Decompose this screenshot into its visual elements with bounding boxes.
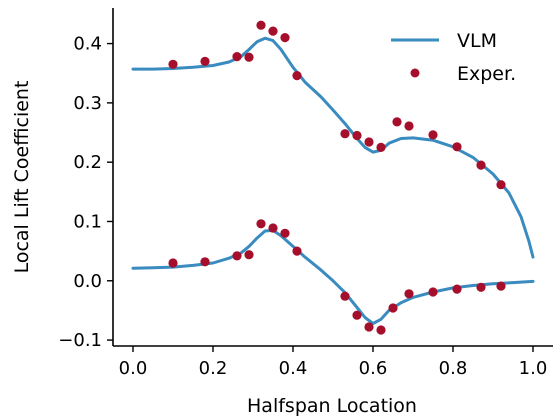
exper-point-31 xyxy=(388,303,398,313)
exper-point-6 xyxy=(268,26,278,36)
y-tick-label: 0.1 xyxy=(73,211,102,232)
exper-point-21 xyxy=(232,251,242,261)
exper-point-9 xyxy=(340,129,350,139)
exper-point-12 xyxy=(376,142,386,152)
y-tick-label: 0.2 xyxy=(73,152,102,173)
x-tick-label: 0.0 xyxy=(119,358,148,379)
y-tick-label: 0.4 xyxy=(73,34,102,55)
exper-point-20 xyxy=(200,257,210,267)
exper-point-29 xyxy=(364,322,374,332)
exper-point-19 xyxy=(168,258,178,268)
exper-point-32 xyxy=(404,289,414,299)
exper-point-16 xyxy=(452,142,462,152)
exper-point-26 xyxy=(292,246,302,256)
vlm-curve-2 xyxy=(131,228,535,325)
legend-point-swatch xyxy=(410,68,420,78)
exper-point-3 xyxy=(232,52,242,62)
y-ticks: −0.1 0.0 0.1 0.2 0.3 0.4 xyxy=(58,34,113,351)
exper-point-33 xyxy=(428,287,438,297)
exper-point-10 xyxy=(352,130,362,141)
exper-point-28 xyxy=(352,310,362,320)
plot-area xyxy=(131,20,535,335)
exper-point-14 xyxy=(404,121,414,131)
exper-point-36 xyxy=(496,281,506,291)
exper-point-7 xyxy=(280,33,290,43)
exper-point-2 xyxy=(200,56,210,66)
x-tick-label: 0.8 xyxy=(439,358,468,379)
exper-point-23 xyxy=(256,219,266,229)
exper-point-22 xyxy=(244,250,254,260)
x-ticks: 0.0 0.2 0.4 0.6 0.8 1.0 xyxy=(119,346,548,379)
x-axis-label: Halfspan Location xyxy=(247,395,417,417)
exper-point-30 xyxy=(376,325,386,335)
x-tick-label: 0.2 xyxy=(199,358,228,379)
vlm-curve-1 xyxy=(131,36,535,259)
exper-point-35 xyxy=(476,282,486,292)
x-tick-label: 1.0 xyxy=(519,358,548,379)
exper-point-18 xyxy=(496,180,506,190)
exper-point-24 xyxy=(268,223,278,233)
exper-point-4 xyxy=(244,52,254,62)
exper-point-8 xyxy=(292,71,302,81)
exper-point-27 xyxy=(340,291,350,301)
legend: VLM Exper. xyxy=(391,30,516,85)
exper-point-1 xyxy=(168,59,178,69)
y-tick-label: 0.0 xyxy=(73,271,102,292)
exper-point-17 xyxy=(476,160,486,170)
legend-label-exper: Exper. xyxy=(457,63,516,85)
x-tick-label: 0.6 xyxy=(359,358,388,379)
y-tick-label: 0.3 xyxy=(73,93,102,114)
exper-point-25 xyxy=(280,228,290,238)
axes: 0.0 0.2 0.4 0.6 0.8 1.0 −0.1 0.0 0.1 0.2 0.3 0.4 xyxy=(58,8,553,379)
legend-label-vlm: VLM xyxy=(457,30,497,52)
exper-point-15 xyxy=(428,130,438,140)
exper-point-11 xyxy=(364,137,374,147)
exper-point-5 xyxy=(256,20,266,30)
exper-point-13 xyxy=(392,117,402,127)
x-tick-label: 0.4 xyxy=(279,358,308,379)
y-axis-label: Local Lift Coefficient xyxy=(11,81,33,274)
y-tick-label: −0.1 xyxy=(58,330,102,351)
exper-point-34 xyxy=(452,284,462,294)
